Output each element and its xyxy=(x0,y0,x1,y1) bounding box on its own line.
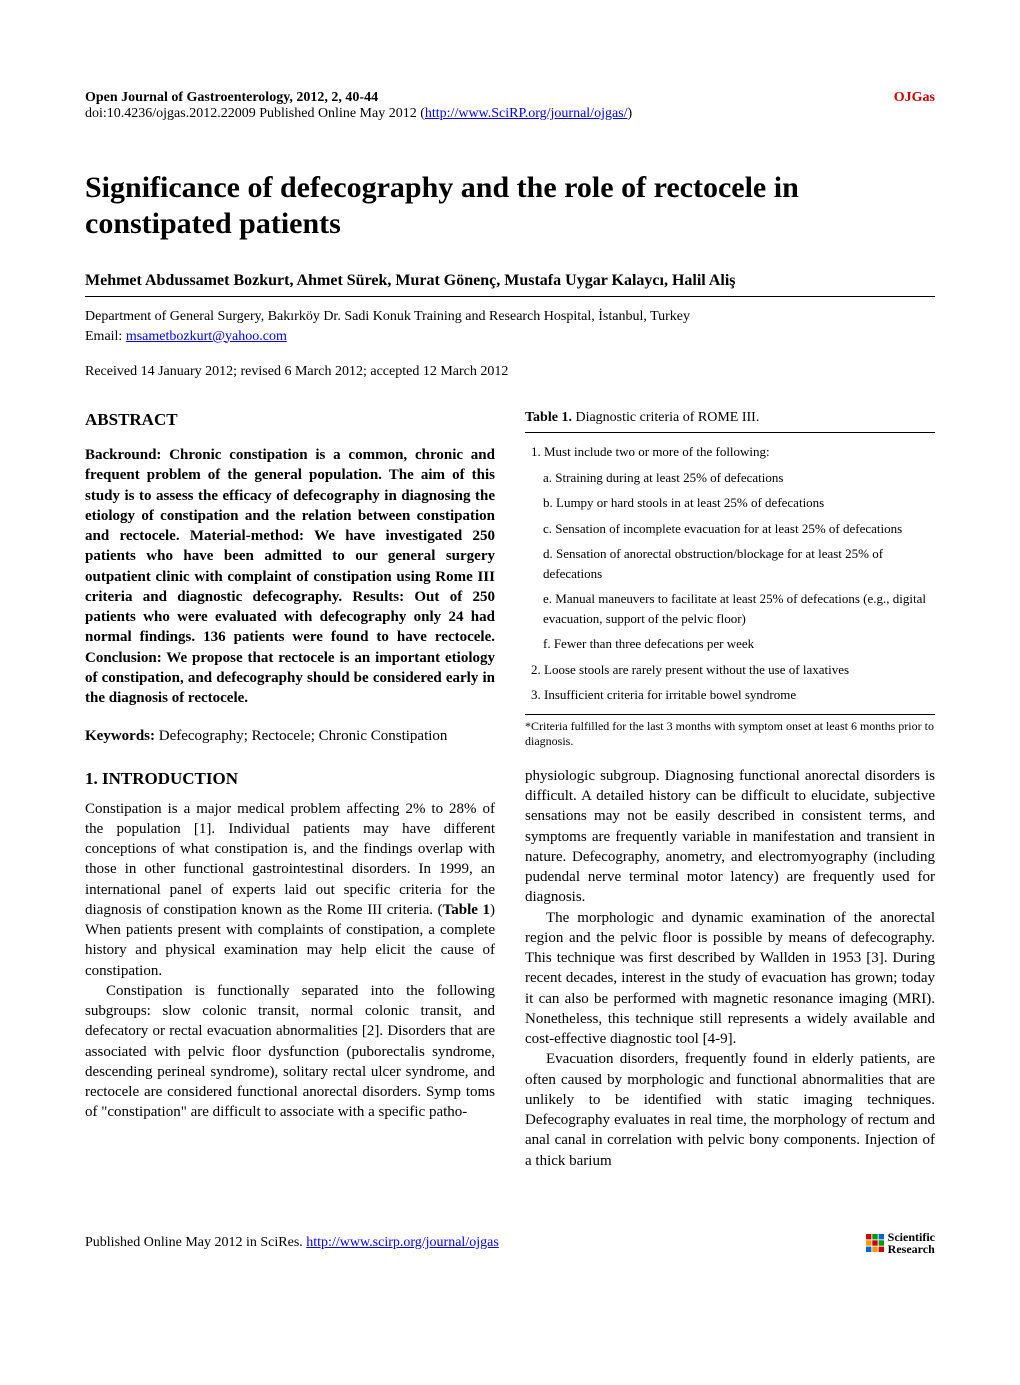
right-column: Table 1. Diagnostic criteria of ROME III… xyxy=(525,410,935,1171)
table-row: d. Sensation of anorectal obstruction/bl… xyxy=(525,541,935,586)
table-caption-text: Diagnostic criteria of ROME III. xyxy=(572,410,759,425)
logo-line2: Research xyxy=(888,1242,935,1256)
publisher-logo: Scientific Research xyxy=(866,1231,935,1255)
page: Open Journal of Gastroenterology, 2012, … xyxy=(0,0,1020,1295)
email-label: Email: xyxy=(85,329,126,344)
journal-citation: Open Journal of Gastroenterology, 2012, … xyxy=(85,90,378,105)
intro-p1-a: Constipation is a major medical problem … xyxy=(85,801,495,918)
footer-prefix: Published Online May 2012 in SciRes. xyxy=(85,1235,306,1250)
two-column-layout: ABSTRACT Backround: Chronic constipation… xyxy=(85,410,935,1171)
right-para-1: physiologic subgroup. Diagnosing functio… xyxy=(525,766,935,908)
header-row: Open Journal of Gastroenterology, 2012, … xyxy=(85,90,935,122)
introduction-heading: 1. INTRODUCTION xyxy=(85,769,495,789)
keywords-label: Keywords: xyxy=(85,728,155,744)
affiliation: Department of General Surgery, Bakırköy … xyxy=(85,307,935,346)
journal-info: Open Journal of Gastroenterology, 2012, … xyxy=(85,90,632,122)
intro-para-2: Constipation is functionally separated i… xyxy=(85,981,495,1123)
doi-suffix: ) xyxy=(628,106,633,121)
footer-link[interactable]: http://www.scirp.org/journal/ojgas xyxy=(306,1235,498,1250)
table-row: e. Manual maneuvers to facilitate at lea… xyxy=(525,586,935,631)
abstract-heading: ABSTRACT xyxy=(85,410,495,430)
table-label: Table 1. xyxy=(525,410,572,425)
right-para-3: Evacuation disorders, frequently found i… xyxy=(525,1049,935,1171)
rome-table: 1. Must include two or more of the follo… xyxy=(525,432,935,715)
table-row: f. Fewer than three defecations per week xyxy=(525,631,935,657)
keywords-text: Defecography; Rectocele; Chronic Constip… xyxy=(155,728,447,744)
page-footer: Published Online May 2012 in SciRes. htt… xyxy=(85,1231,935,1255)
logo-text: Scientific Research xyxy=(888,1231,935,1255)
footer-text: Published Online May 2012 in SciRes. htt… xyxy=(85,1235,499,1251)
table-footnote: *Criteria fulfilled for the last 3 month… xyxy=(525,719,935,750)
table-row: 3. Insufficient criteria for irritable b… xyxy=(525,682,935,708)
table-caption: Table 1. Diagnostic criteria of ROME III… xyxy=(525,410,935,426)
table-row: c. Sensation of incomplete evacuation fo… xyxy=(525,516,935,542)
table-ref: Table 1 xyxy=(443,902,490,918)
keywords: Keywords: Defecography; Rectocele; Chron… xyxy=(85,726,495,746)
doi-link[interactable]: http://www.SciRP.org/journal/ojgas/ xyxy=(425,106,628,121)
logo-icon xyxy=(866,1234,884,1252)
abstract-body: Backround: Chronic constipation is a com… xyxy=(85,445,495,708)
email-link[interactable]: msametbozkurt@yahoo.com xyxy=(126,329,287,344)
authors: Mehmet Abdussamet Bozkurt, Ahmet Sürek, … xyxy=(85,272,935,297)
intro-para-1: Constipation is a major medical problem … xyxy=(85,799,495,981)
table-row: b. Lumpy or hard stools in at least 25% … xyxy=(525,490,935,516)
table-row: a. Straining during at least 25% of defe… xyxy=(525,465,935,491)
doi-prefix: doi:10.4236/ojgas.2012.22009 Published O… xyxy=(85,106,425,121)
table-row: 1. Must include two or more of the follo… xyxy=(525,439,935,465)
affiliation-text: Department of General Surgery, Bakırköy … xyxy=(85,309,690,324)
article-title: Significance of defecography and the rol… xyxy=(85,170,935,242)
right-para-2: The morphologic and dynamic examination … xyxy=(525,908,935,1050)
journal-brand: OJGas xyxy=(894,90,935,106)
table-row: 2. Loose stools are rarely present witho… xyxy=(525,657,935,683)
received-dates: Received 14 January 2012; revised 6 Marc… xyxy=(85,364,935,380)
left-column: ABSTRACT Backround: Chronic constipation… xyxy=(85,410,495,1171)
